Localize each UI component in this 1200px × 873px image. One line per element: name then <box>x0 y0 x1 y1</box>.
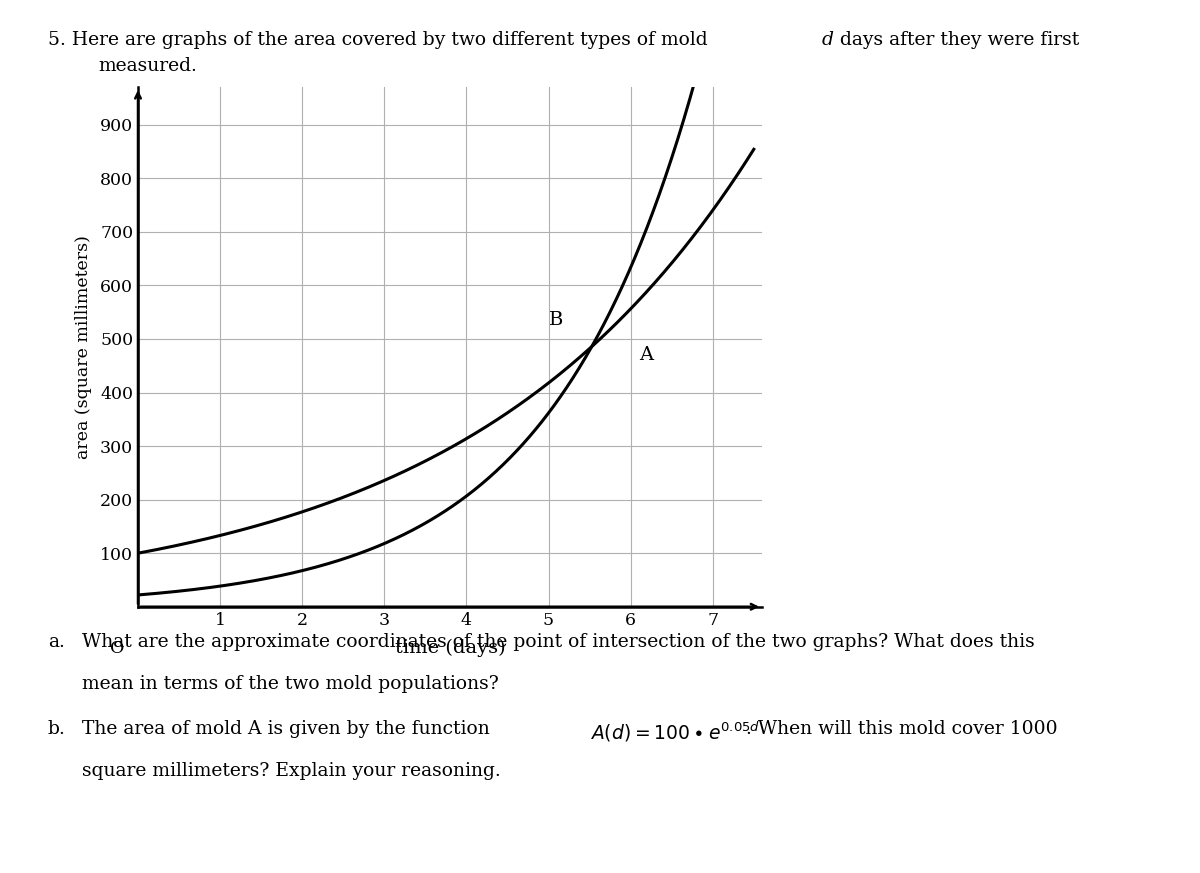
Text: $A(d)=100\bullet e^{0.05d}$: $A(d)=100\bullet e^{0.05d}$ <box>590 720 761 745</box>
Text: square millimeters? Explain your reasoning.: square millimeters? Explain your reasoni… <box>82 762 500 780</box>
Text: B: B <box>548 312 563 329</box>
Text: b.: b. <box>48 720 66 739</box>
X-axis label: time (days): time (days) <box>395 638 505 656</box>
Text: measured.: measured. <box>98 57 197 75</box>
Text: days after they were first: days after they were first <box>834 31 1079 49</box>
Text: O: O <box>110 640 125 657</box>
Text: . When will this mold cover 1000: . When will this mold cover 1000 <box>746 720 1058 739</box>
Text: A: A <box>638 346 653 364</box>
Y-axis label: area (square millimeters): area (square millimeters) <box>74 235 91 459</box>
Text: a.: a. <box>48 633 65 651</box>
Text: d: d <box>822 31 834 49</box>
Text: mean in terms of the two mold populations?: mean in terms of the two mold population… <box>82 675 498 693</box>
Text: 5. Here are graphs of the area covered by two different types of mold: 5. Here are graphs of the area covered b… <box>48 31 714 49</box>
Text: The area of mold A is given by the function: The area of mold A is given by the funct… <box>82 720 496 739</box>
Text: What are the approximate coordinates of the point of intersection of the two gra: What are the approximate coordinates of … <box>82 633 1034 651</box>
